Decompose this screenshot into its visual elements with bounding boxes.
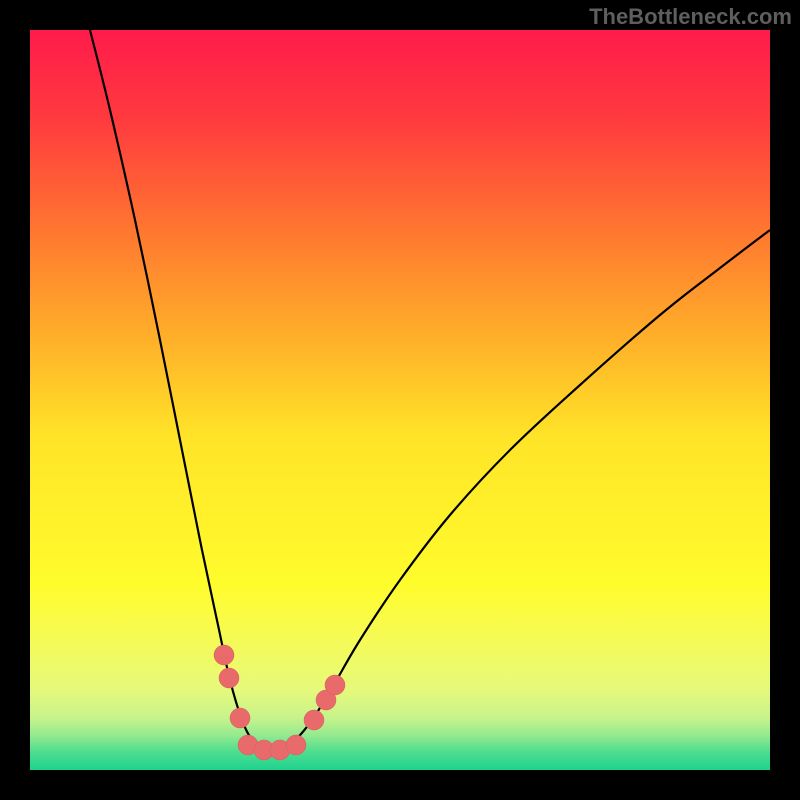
data-marker [219, 668, 239, 688]
data-marker [214, 645, 234, 665]
data-marker [304, 710, 324, 730]
data-marker [230, 708, 250, 728]
chart-container: TheBottleneck.com [0, 0, 800, 800]
gradient-plot-area [30, 30, 770, 770]
data-marker [286, 735, 306, 755]
watermark-text: TheBottleneck.com [589, 4, 792, 30]
data-marker [325, 675, 345, 695]
bottleneck-chart [0, 0, 800, 800]
